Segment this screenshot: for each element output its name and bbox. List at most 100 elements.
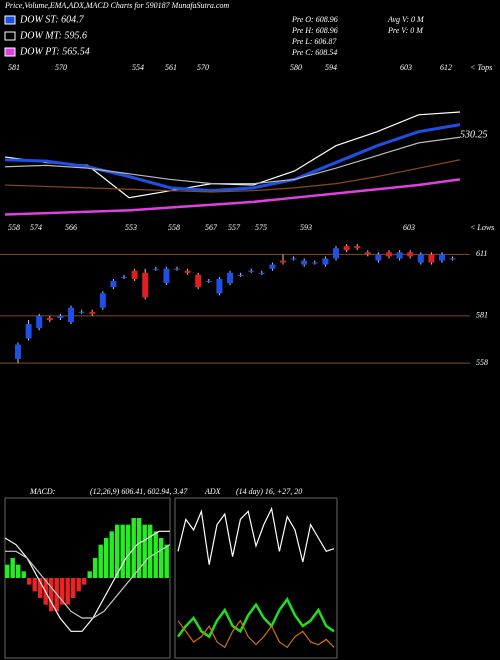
histogram-bar: [32, 578, 37, 592]
candle: [205, 281, 212, 283]
candle: [301, 260, 308, 265]
low-label: 557: [228, 223, 241, 232]
info: Pre L: 606.87: [291, 37, 337, 46]
candle: [386, 252, 392, 257]
level-label: 581: [476, 311, 488, 320]
candle: [439, 254, 445, 261]
candle: [396, 252, 403, 259]
candle: [227, 272, 233, 284]
legend-label: DOW ST: 604.7: [19, 14, 85, 25]
annotation: 530.25: [460, 129, 488, 140]
level-label: 558: [476, 358, 488, 367]
candle: [163, 268, 170, 284]
low-label: 574: [30, 223, 42, 232]
top-label: 570: [197, 63, 209, 72]
histogram-bar: [71, 578, 76, 598]
lows-label: < Lows: [470, 223, 494, 232]
histogram-bar: [120, 524, 125, 578]
candle: [142, 272, 149, 298]
candle: [269, 264, 276, 269]
top-label: 612: [440, 63, 452, 72]
histogram-bar: [126, 524, 131, 578]
histogram-bar: [153, 531, 158, 578]
candle: [36, 315, 43, 329]
histogram-bar: [60, 578, 65, 605]
top-label: 581: [8, 63, 20, 72]
candle: [68, 307, 74, 323]
info: Pre H: 608.96: [291, 26, 338, 35]
top-label: 580: [290, 63, 302, 72]
candle: [258, 272, 265, 274]
top-label: 561: [165, 63, 177, 72]
macd-line: [4, 530, 170, 632]
panel-title: ADX: [204, 487, 222, 496]
histogram-bar: [104, 538, 109, 578]
ema-line: [4, 178, 461, 216]
candle: [280, 260, 286, 263]
top-label: 603: [400, 63, 412, 72]
candle: [184, 270, 191, 273]
top-label: 570: [55, 63, 67, 72]
candle: [15, 344, 21, 359]
candle: [417, 254, 424, 263]
panel-params: (14 day) 16, +27, 20: [236, 487, 302, 496]
panel-params: (12,26,9) 606.41, 602.94, 3.47: [90, 487, 188, 496]
panel-frame: [174, 497, 338, 659]
candle: [195, 274, 202, 288]
histogram-bar: [142, 524, 147, 578]
low-label: 567: [205, 223, 218, 232]
candle: [174, 268, 180, 270]
histogram-bar: [164, 544, 169, 578]
low-label: 558: [8, 223, 20, 232]
info: Pre V: 0 M: [387, 26, 424, 35]
histogram-bar: [137, 518, 142, 578]
histogram-bar: [98, 544, 103, 578]
candle: [46, 317, 53, 320]
histogram-bar: [16, 564, 21, 578]
adx-line: [177, 506, 335, 565]
candle: [333, 248, 339, 259]
page-title: Price,Volume,EMA,ADX,MACD Charts for 590…: [4, 1, 229, 10]
top-label: 594: [325, 63, 337, 72]
info: Pre O: 608.96: [291, 15, 338, 24]
adx-line: [177, 619, 335, 649]
histogram-bar: [109, 531, 114, 578]
histogram-bar: [27, 578, 32, 585]
ema-line: [4, 136, 461, 185]
low-label: 566: [65, 223, 77, 232]
candle: [428, 254, 435, 263]
candle: [99, 293, 106, 308]
info: Pre C: 608.54: [291, 48, 337, 57]
panel-title: MACD:: [29, 487, 56, 496]
histogram-bar: [5, 564, 10, 578]
low-label: 553: [125, 223, 137, 232]
histogram-bar: [82, 578, 87, 585]
candle: [248, 270, 255, 272]
candle: [375, 254, 382, 261]
candle: [25, 324, 32, 339]
candle: [89, 311, 96, 314]
legend-swatch: [4, 31, 16, 41]
histogram-bar: [148, 524, 153, 578]
low-label: 593: [300, 223, 312, 232]
candle: [237, 274, 244, 276]
candle: [290, 258, 297, 260]
candle: [322, 258, 329, 265]
candle: [311, 262, 318, 264]
histogram-bar: [65, 578, 70, 605]
ema-line: [4, 111, 461, 199]
histogram-bar: [49, 578, 54, 612]
candle: [152, 268, 159, 270]
candle: [354, 246, 361, 249]
legend-swatch: [4, 47, 16, 57]
candle: [407, 252, 414, 257]
histogram-bar: [159, 538, 164, 578]
histogram-bar: [10, 558, 15, 578]
candle: [121, 276, 127, 278]
candle: [343, 246, 350, 251]
candle: [216, 278, 223, 294]
histogram-bar: [93, 558, 98, 578]
top-label: 554: [132, 63, 144, 72]
candle: [78, 311, 85, 313]
